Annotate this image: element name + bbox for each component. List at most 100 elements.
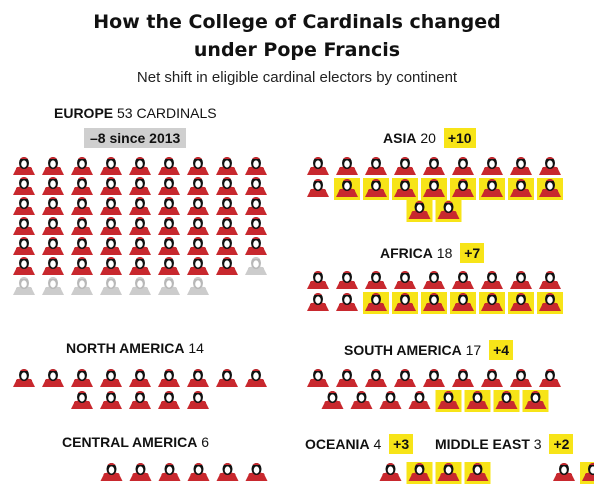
cardinal-icon — [464, 462, 491, 484]
cardinal-icon — [553, 463, 575, 481]
cardinal-icon — [539, 271, 561, 289]
cardinal-icon — [71, 369, 93, 387]
cardinal-icon — [187, 463, 210, 481]
cardinal-icon — [394, 271, 416, 289]
cardinal-icon — [42, 277, 64, 295]
region-count: 4 — [373, 436, 382, 452]
cardinal-icon — [450, 292, 476, 314]
region-count: 17 — [465, 342, 482, 358]
cardinal-icon — [187, 257, 209, 275]
cardinal-icon — [42, 217, 64, 235]
cardinal-icon — [216, 157, 238, 175]
cardinal-icon — [216, 369, 238, 387]
cardinal-icon — [158, 463, 181, 481]
cardinal-icon — [363, 292, 389, 314]
cardinal-icon — [71, 391, 93, 409]
cardinal-icon — [307, 157, 329, 175]
cardinal-icon — [129, 391, 151, 409]
cardinal-icon — [493, 390, 520, 412]
cardinal-icon — [423, 157, 445, 175]
cardinal-icon — [452, 157, 474, 175]
cardinal-icon — [71, 237, 93, 255]
cardinal-icon — [406, 462, 433, 484]
cardinal-icon — [100, 157, 122, 175]
region-name: EUROPE — [54, 105, 114, 121]
cardinal-icon — [245, 157, 267, 175]
cardinal-icon — [187, 369, 209, 387]
cardinal-icon — [187, 157, 209, 175]
cardinal-icon — [100, 369, 122, 387]
cardinal-icon — [216, 463, 239, 481]
cardinal-icon — [100, 391, 122, 409]
cardinal-icon — [245, 197, 267, 215]
cardinal-icon — [245, 217, 267, 235]
cardinal-icon — [363, 178, 389, 200]
cardinal-icon — [450, 178, 476, 200]
region-change-europe: –8 since 2013 — [84, 128, 187, 148]
cardinal-icon — [129, 369, 151, 387]
cardinal-icon — [129, 463, 152, 481]
region-count: 18 — [436, 245, 453, 261]
cardinal-icon — [129, 197, 151, 215]
cardinal-icon — [510, 157, 532, 175]
change-badge: –8 since 2013 — [84, 128, 187, 148]
cardinal-icon — [158, 217, 180, 235]
cardinal-icon — [42, 157, 64, 175]
cardinal-icon — [42, 369, 64, 387]
region-unit: CARDINALS — [136, 105, 217, 121]
cardinal-icon — [187, 177, 209, 195]
cardinal-icon — [13, 197, 35, 215]
cardinal-icon — [158, 391, 180, 409]
cardinal-icon — [187, 197, 209, 215]
cardinal-icon — [336, 293, 358, 311]
cardinal-icon — [187, 277, 209, 295]
cardinal-icon — [216, 197, 238, 215]
region-count: 6 — [201, 434, 210, 450]
cardinal-icon — [510, 271, 532, 289]
cardinal-icon — [158, 157, 180, 175]
region-name: CENTRAL AMERICA — [62, 434, 198, 450]
cardinal-icon — [481, 271, 503, 289]
cardinal-icon — [216, 237, 238, 255]
cardinal-icon — [435, 200, 462, 222]
cardinal-icon — [13, 369, 35, 387]
cardinal-icon — [129, 177, 151, 195]
cardinal-icon — [452, 369, 474, 387]
region-label-asia: ASIA 20 +10 — [383, 128, 476, 148]
cardinal-icon — [158, 257, 180, 275]
cardinal-icon — [435, 390, 462, 412]
cardinal-icon — [13, 237, 35, 255]
cardinal-icon — [245, 369, 267, 387]
cardinal-icon — [129, 237, 151, 255]
cardinal-icon — [539, 369, 561, 387]
cardinal-icon — [580, 462, 594, 484]
cardinal-icon — [307, 293, 329, 311]
cardinal-icon — [216, 177, 238, 195]
cardinal-icon — [13, 157, 35, 175]
cardinal-icon — [245, 257, 267, 275]
cardinal-icon — [394, 157, 416, 175]
cardinal-icon — [100, 257, 122, 275]
cardinal-icon — [452, 271, 474, 289]
cardinal-icon — [100, 463, 123, 481]
cardinal-icon — [158, 177, 180, 195]
chart-title: How the College of Cardinals changed und… — [0, 8, 594, 64]
region-name: NORTH AMERICA — [66, 340, 185, 356]
change-badge: +3 — [389, 434, 414, 454]
cardinal-icon — [13, 217, 35, 235]
cardinal-icon — [187, 217, 209, 235]
region-label-oceania: OCEANIA 4 +3 — [305, 434, 414, 454]
cardinal-icon — [216, 257, 238, 275]
cardinal-icon — [129, 157, 151, 175]
region-name: SOUTH AMERICA — [344, 342, 462, 358]
cardinal-icon — [100, 197, 122, 215]
cardinal-icon — [13, 257, 35, 275]
cardinal-icon — [479, 178, 505, 200]
cardinal-icon — [13, 177, 35, 195]
cardinal-icon — [481, 369, 503, 387]
region-label-middle-east: MIDDLE EAST 3 +2 — [435, 434, 574, 454]
region-count: 3 — [533, 436, 542, 452]
cardinal-icon — [245, 463, 268, 481]
cardinal-icon — [392, 178, 418, 200]
region-label-north-america: NORTH AMERICA 14 — [66, 340, 204, 356]
